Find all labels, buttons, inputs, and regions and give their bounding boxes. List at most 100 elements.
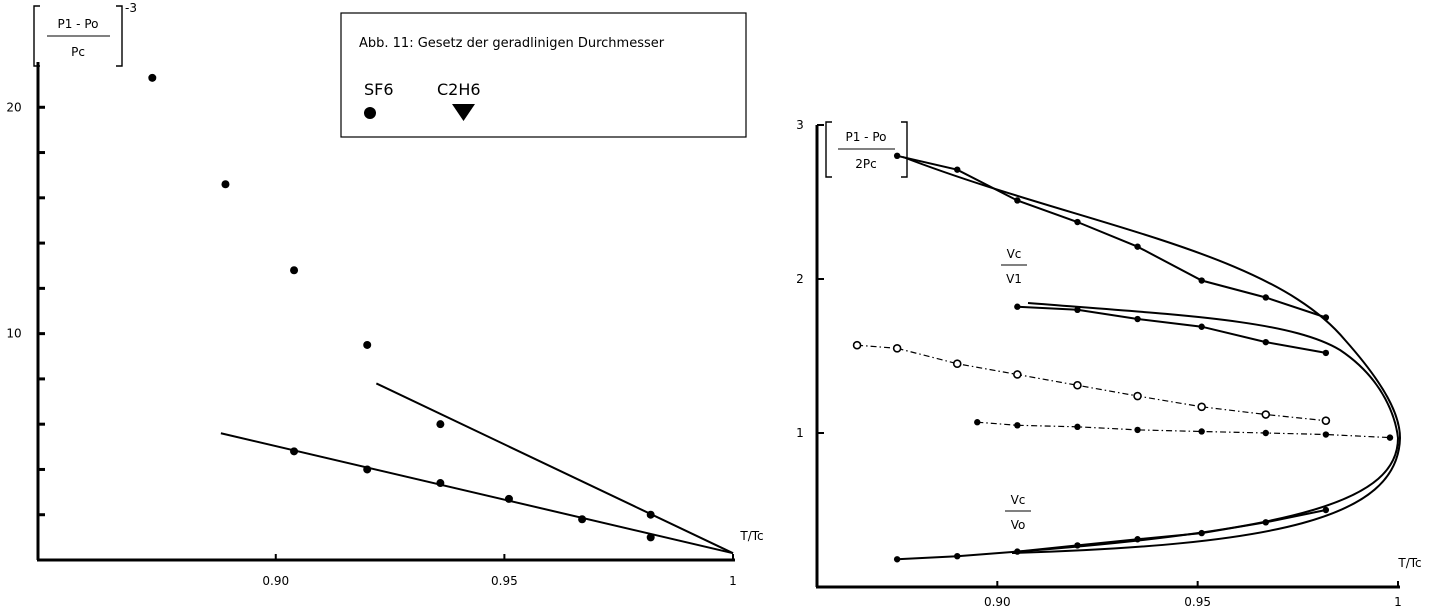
right-series-line [897, 509, 1327, 561]
legend-marker-circle [364, 107, 376, 119]
left-data-point [578, 515, 587, 524]
right-data-point [1014, 548, 1021, 555]
right-data-point-open [1261, 410, 1271, 419]
legend-marker-triangle [452, 104, 475, 121]
left-y-axis-label: P1 - Po Pc -3 [33, 1, 137, 67]
left-ylabel-denominator: Pc [71, 45, 85, 59]
left-ylabel-exponent: -3 [125, 1, 137, 15]
left-y-ticks: 10 20 [6, 100, 21, 340]
right-data-point [1074, 542, 1081, 549]
right-data-point [974, 419, 981, 426]
right-data-point [1014, 422, 1021, 429]
right-x-ticks: 0.90 0.95 1 [984, 581, 1402, 609]
curve-label-vc-vo-den: Vo [1011, 518, 1026, 532]
left-data-point [363, 465, 372, 474]
legend-label-c2h6: C2H6 [437, 80, 481, 99]
right-ylabel-denominator: 2Pc [855, 157, 876, 171]
right-data-point-open [952, 359, 962, 369]
right-data-point-open [1197, 402, 1206, 412]
right-data-point [1134, 536, 1141, 543]
right-data-point [893, 152, 901, 159]
left-data-point [221, 180, 230, 189]
right-data-point-open [1321, 416, 1331, 425]
left-data-point [290, 266, 299, 275]
right-data-point [954, 553, 961, 560]
right-data-point [1134, 315, 1141, 323]
left-y-minor-ticks [38, 105, 45, 517]
right-x-tick-label: 0.95 [1184, 595, 1211, 609]
right-data-point [1198, 529, 1205, 537]
left-xlabel: T/Tc [739, 529, 763, 543]
left-y-tick-label: 20 [6, 100, 21, 114]
left-y-tick-label: 10 [6, 327, 21, 341]
legend: Abb. 11: Gesetz der geradlinigen Durchme… [340, 12, 747, 138]
curve-label-vc-v1-num: Vc [1007, 247, 1022, 261]
left-ylabel-numerator: P1 - Po [58, 17, 99, 31]
right-y-tick-label: 1 [796, 426, 804, 440]
right-data-point-open [1013, 370, 1022, 379]
right-data-point [1262, 338, 1269, 346]
right-data-point [1074, 218, 1081, 226]
left-data-point [504, 494, 513, 503]
outer-coexistence-curve [902, 156, 1402, 554]
right-data-point [954, 166, 961, 173]
right-ylabel-numerator: P1 - Po [846, 130, 887, 144]
right-data-point [1386, 434, 1394, 441]
right-data-point-open [1073, 380, 1082, 390]
left-data-point [646, 510, 655, 519]
right-data-point [1014, 303, 1021, 310]
right-data-point-open [852, 340, 862, 350]
left-fit-line [375, 382, 734, 555]
right-data-point [1074, 423, 1081, 431]
left-data-point [148, 73, 157, 82]
left-data-point [436, 479, 445, 488]
legend-label-sf6: SF6 [364, 80, 394, 99]
right-data-point [1134, 426, 1141, 434]
right-data-point [1262, 429, 1269, 437]
left-fit-lines [220, 382, 734, 555]
left-data-point [646, 533, 655, 542]
left-data-point [436, 420, 445, 429]
right-series-line [857, 344, 1326, 422]
right-data-point [1262, 294, 1269, 301]
right-data-point [1322, 314, 1330, 321]
right-data-point [1198, 323, 1205, 330]
left-x-tick-label: 0.95 [491, 574, 518, 588]
left-fit-line [220, 432, 734, 555]
right-data-point [1262, 519, 1269, 526]
right-y-tick-label: 2 [796, 272, 804, 286]
right-xlabel: T/Tc [1397, 556, 1421, 570]
curve-label-vc-vo-num: Vc [1011, 493, 1026, 507]
curve-label-vc-v1: Vc V1 [1001, 247, 1027, 286]
right-x-tick-label: 1 [1394, 595, 1402, 609]
right-data-point [1198, 428, 1205, 435]
right-data-point [1134, 243, 1141, 250]
legend-box [340, 12, 747, 138]
right-x-tick-label: 0.90 [984, 595, 1011, 609]
legend-title: Abb. 11: Gesetz der geradlinigen Durchme… [359, 36, 665, 51]
right-y-tick-label: 3 [796, 118, 804, 132]
right-series [852, 152, 1394, 563]
right-data-point [1074, 306, 1081, 313]
left-x-tick-label: 0.90 [262, 574, 289, 588]
right-y-ticks: 1 2 3 [796, 118, 824, 440]
right-data-point [1322, 349, 1330, 357]
right-data-point [1198, 277, 1205, 284]
right-series-line [977, 421, 1391, 439]
left-x-ticks: 0.90 0.95 1 [262, 554, 737, 588]
right-series-line [896, 154, 1327, 319]
curve-label-vc-v1-den: V1 [1006, 272, 1022, 286]
inner-coexistence-curve [1011, 302, 1400, 553]
curve-label-vc-vo: Vc Vo [1005, 493, 1031, 532]
right-data-point-open [892, 343, 902, 353]
left-data-points [148, 73, 655, 542]
right-data-point [893, 556, 901, 563]
left-x-tick-label: 1 [729, 574, 737, 588]
right-data-point [1014, 197, 1021, 204]
left-chart: P1 - Po Pc -3 0.90 0.95 1 10 20 T/Tc [6, 1, 763, 588]
right-series-line [1017, 305, 1327, 354]
left-data-point [363, 340, 372, 349]
right-y-axis-label: P1 - Po 2Pc [825, 121, 908, 178]
left-data-point [290, 447, 299, 456]
